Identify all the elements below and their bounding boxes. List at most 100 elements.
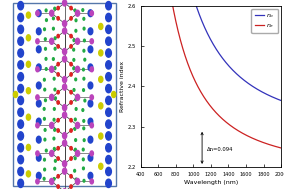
Circle shape (73, 39, 75, 42)
Circle shape (57, 175, 59, 178)
Circle shape (43, 177, 45, 180)
Circle shape (90, 39, 93, 44)
Circle shape (62, 49, 67, 55)
Circle shape (57, 185, 59, 188)
Circle shape (62, 20, 67, 26)
Circle shape (36, 179, 39, 184)
Circle shape (90, 11, 93, 16)
Circle shape (83, 167, 84, 170)
Circle shape (43, 158, 45, 161)
Legend: $n_o$, $n_e$: $n_o$, $n_e$ (251, 9, 278, 33)
Line: $n_e$: $n_e$ (141, 0, 281, 148)
Circle shape (18, 84, 24, 93)
Circle shape (70, 185, 72, 188)
Circle shape (36, 11, 39, 16)
Circle shape (45, 19, 47, 21)
Circle shape (26, 88, 30, 94)
Circle shape (18, 13, 24, 22)
Circle shape (44, 38, 46, 40)
Circle shape (106, 144, 111, 152)
Circle shape (26, 61, 30, 67)
Circle shape (54, 47, 56, 50)
Circle shape (99, 50, 103, 56)
Circle shape (18, 96, 24, 105)
Circle shape (36, 82, 41, 89)
Circle shape (54, 129, 56, 131)
Bar (13, 3, 116, 186)
Circle shape (54, 37, 56, 40)
$n_o$ (250, 84, 253, 87)
Circle shape (53, 58, 54, 60)
Circle shape (57, 101, 59, 104)
Circle shape (18, 132, 24, 140)
$n_o$ (204, 28, 207, 30)
Circle shape (43, 78, 45, 81)
Circle shape (57, 73, 59, 76)
Circle shape (18, 156, 24, 164)
Circle shape (70, 6, 72, 10)
Circle shape (45, 68, 47, 70)
Circle shape (18, 167, 24, 176)
$n_o$ (207, 35, 211, 38)
Circle shape (57, 91, 59, 94)
Circle shape (83, 127, 85, 130)
Circle shape (99, 133, 103, 139)
Circle shape (88, 64, 93, 71)
Circle shape (83, 179, 85, 182)
Circle shape (26, 114, 30, 120)
Circle shape (44, 88, 46, 91)
Circle shape (106, 25, 111, 33)
$n_e$ (275, 146, 279, 148)
Circle shape (70, 91, 72, 94)
Circle shape (84, 58, 86, 61)
Circle shape (54, 167, 56, 170)
Circle shape (75, 78, 77, 81)
Circle shape (83, 120, 85, 122)
Circle shape (88, 10, 93, 17)
Circle shape (106, 179, 111, 187)
Circle shape (53, 108, 55, 110)
Circle shape (84, 99, 86, 102)
Circle shape (50, 122, 54, 128)
Circle shape (73, 89, 75, 91)
Circle shape (70, 63, 72, 66)
Circle shape (53, 118, 55, 121)
Circle shape (82, 148, 84, 151)
Circle shape (43, 118, 45, 120)
Circle shape (76, 178, 80, 184)
Y-axis label: Refractive index: Refractive index (120, 61, 125, 112)
Circle shape (50, 150, 54, 156)
Circle shape (18, 108, 24, 116)
Circle shape (70, 101, 72, 104)
Circle shape (106, 84, 111, 93)
Circle shape (57, 129, 59, 132)
Circle shape (36, 28, 41, 35)
Circle shape (36, 46, 41, 53)
Circle shape (55, 97, 57, 100)
Circle shape (54, 67, 56, 70)
Circle shape (73, 59, 75, 61)
Circle shape (70, 129, 72, 132)
Circle shape (53, 137, 55, 140)
Circle shape (106, 167, 111, 176)
Circle shape (13, 91, 18, 98)
Circle shape (62, 112, 67, 118)
Circle shape (88, 136, 93, 143)
Circle shape (57, 6, 59, 10)
Circle shape (70, 45, 72, 48)
Circle shape (73, 48, 75, 51)
Circle shape (36, 39, 39, 44)
Circle shape (36, 67, 39, 72)
Circle shape (18, 73, 24, 81)
Circle shape (70, 119, 72, 122)
Circle shape (74, 148, 76, 151)
Circle shape (70, 34, 72, 38)
Circle shape (57, 147, 59, 150)
Circle shape (106, 13, 111, 22)
Circle shape (57, 34, 59, 38)
Circle shape (50, 10, 54, 16)
Circle shape (99, 23, 103, 29)
Circle shape (44, 129, 46, 131)
Circle shape (57, 63, 59, 66)
Circle shape (74, 157, 76, 160)
